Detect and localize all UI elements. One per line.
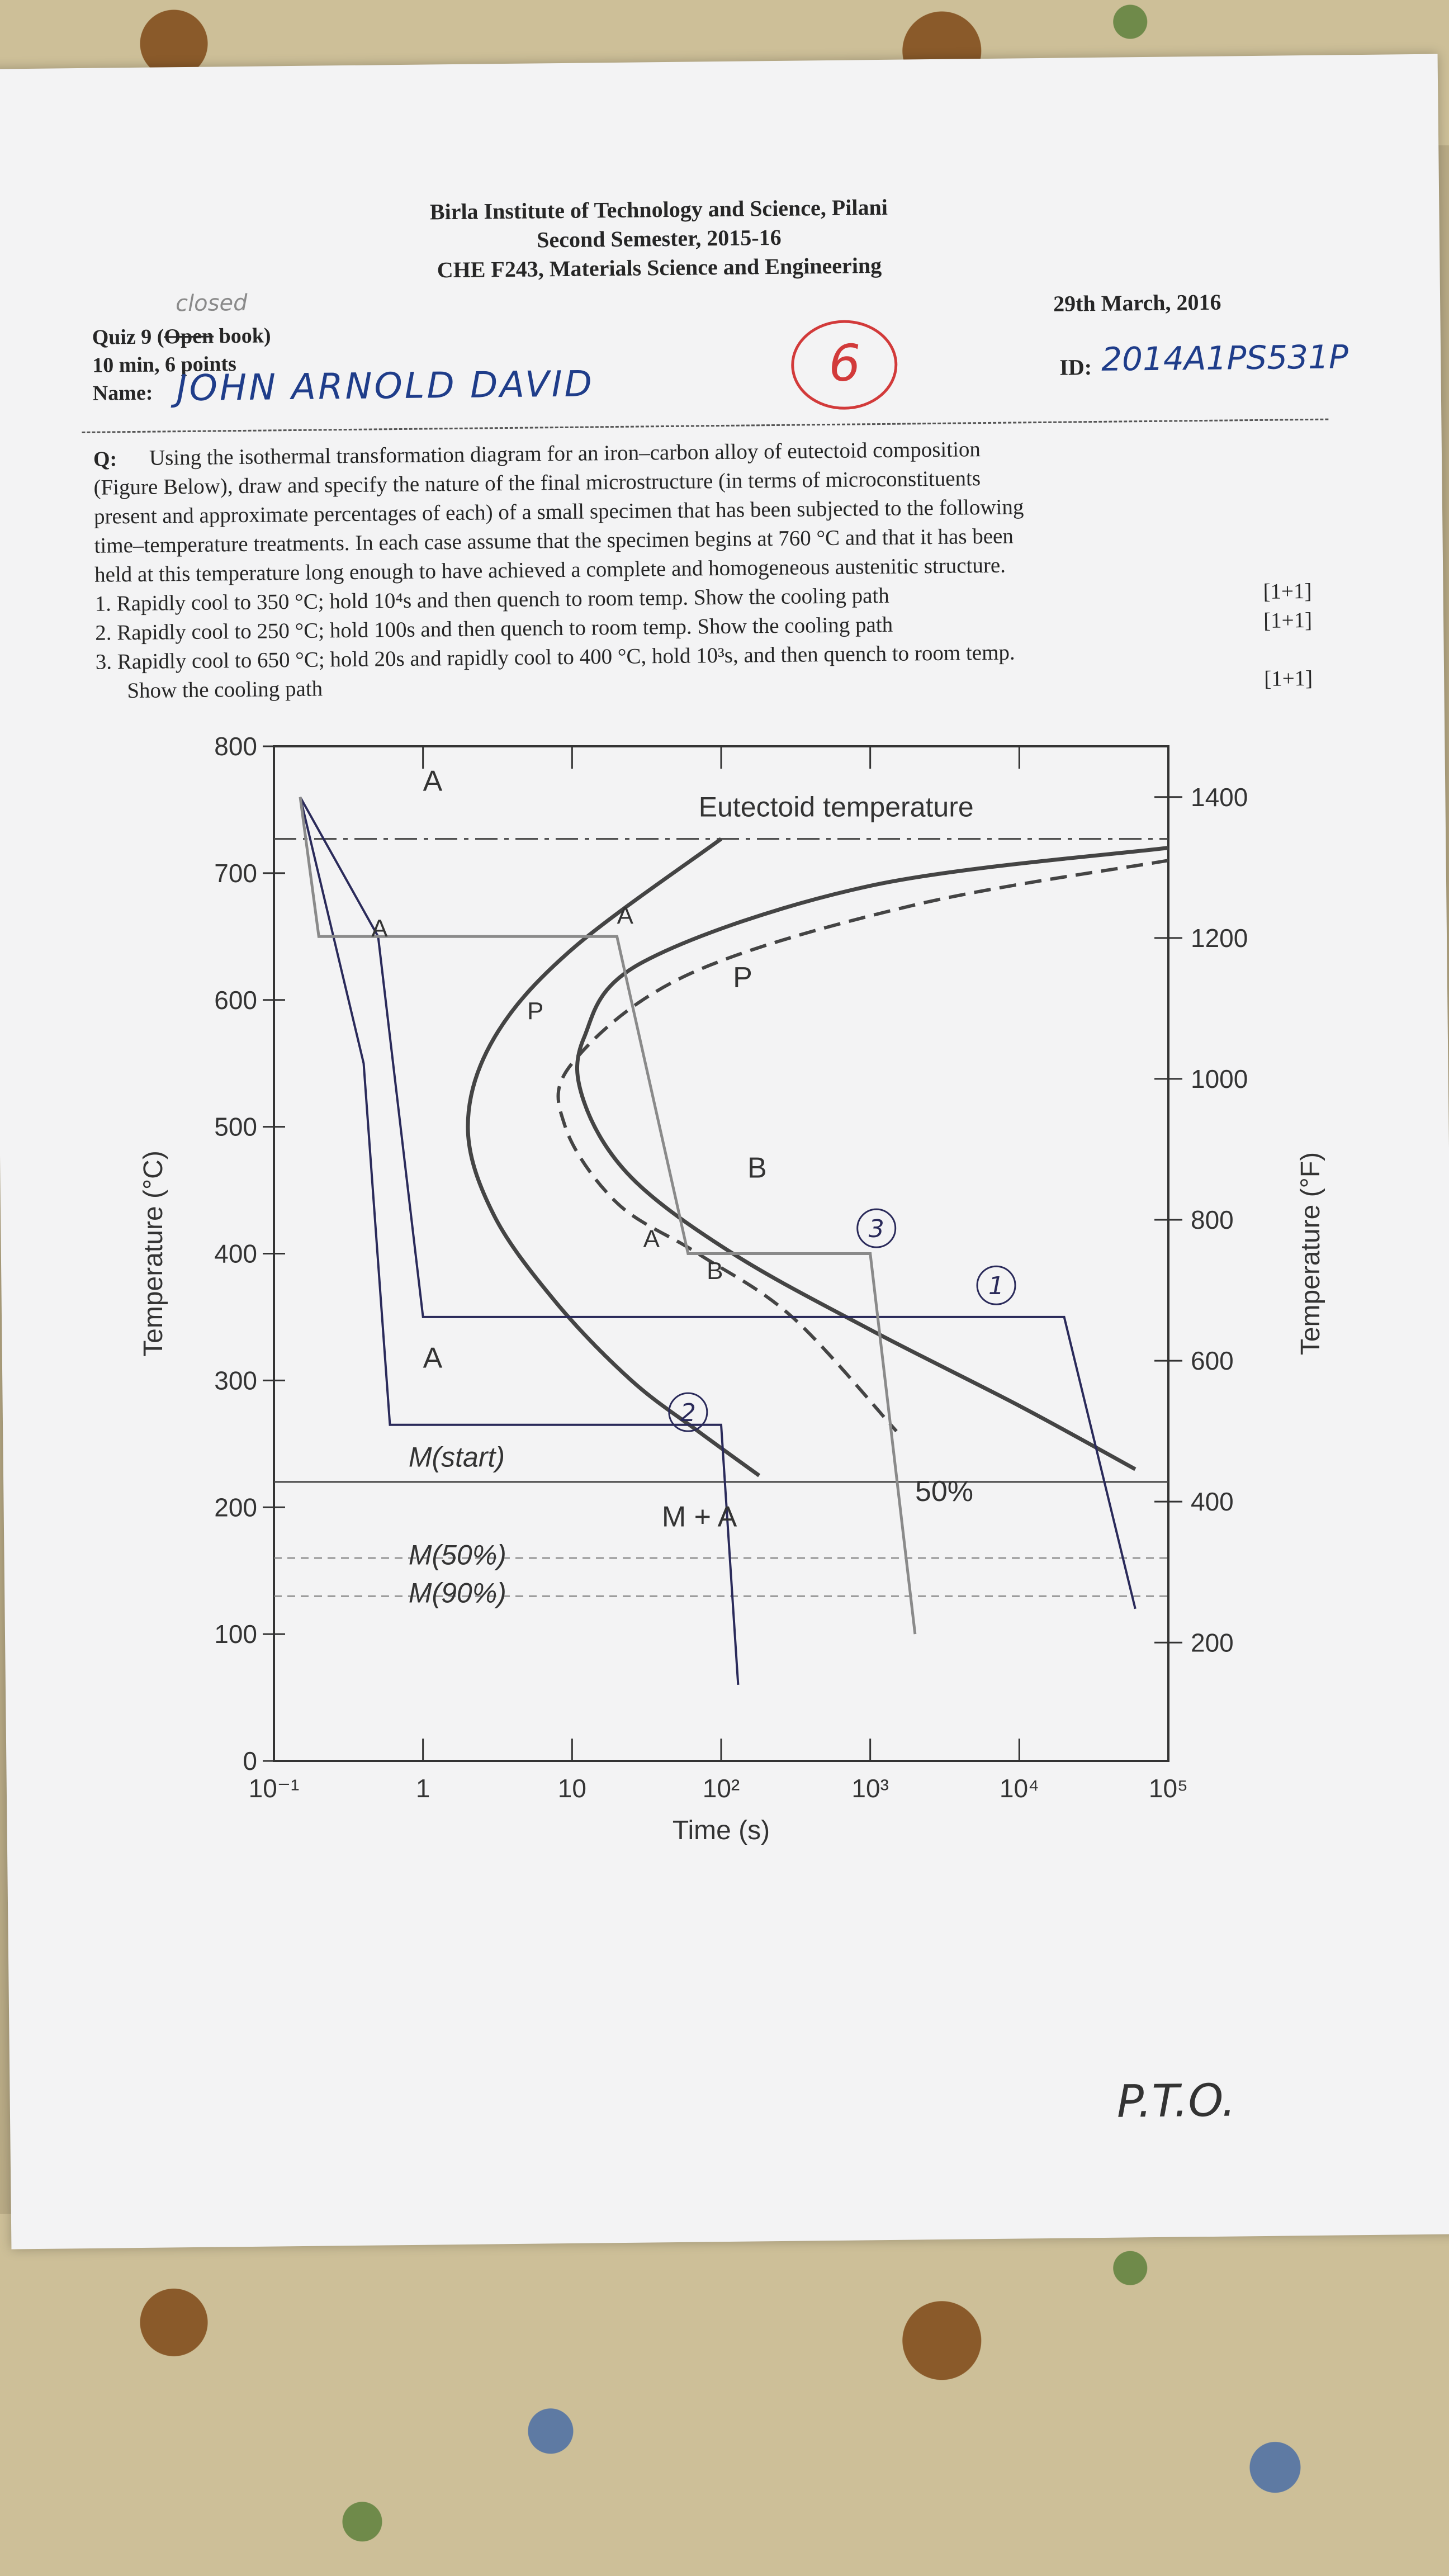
label-path-austenite-3: A — [643, 1225, 660, 1253]
x-tick-label: 10⁵ — [1149, 1774, 1188, 1803]
transformation-start-curve — [466, 837, 761, 1478]
y-tick-label: 400 — [214, 1239, 257, 1268]
label-path-bainite: B — [707, 1257, 723, 1285]
y-tick-label: 100 — [214, 1620, 257, 1649]
x-axis-label: Time (s) — [673, 1816, 770, 1845]
annotation-2-circle — [668, 1392, 708, 1432]
x-tick-label: 1 — [416, 1774, 430, 1803]
eutectoid-label: Eutectoid temperature — [699, 792, 974, 823]
label-fifty-percent: 50% — [915, 1475, 973, 1508]
y-right-tick-label: 1200 — [1191, 924, 1248, 953]
label-path-austenite-2: A — [617, 902, 634, 930]
region-label-martensite-austenite: M + A — [662, 1500, 737, 1533]
y-tick-label: 500 — [214, 1112, 257, 1142]
label-path-austenite: A — [371, 915, 388, 942]
annotation-1-circle — [976, 1265, 1016, 1305]
cooling-path-3 — [299, 797, 917, 1635]
region-label-austenite-low: A — [423, 1342, 443, 1375]
y-right-tick-label: 1400 — [1191, 783, 1248, 812]
y-tick-label: 600 — [214, 986, 257, 1015]
x-tick-label: 10³ — [851, 1774, 888, 1803]
y-tick-label: 700 — [214, 859, 257, 888]
annotation-3: 3 — [869, 1215, 884, 1243]
annotation-3-circle — [856, 1208, 897, 1248]
y-right-tick-label: 200 — [1191, 1628, 1234, 1657]
y-right-tick-label: 800 — [1191, 1205, 1234, 1234]
y-tick-label: 800 — [214, 732, 257, 761]
y-axis-label: Temperature (°C) — [139, 1150, 168, 1357]
region-label-austenite: A — [423, 765, 443, 797]
y-tick-label: 300 — [214, 1366, 257, 1395]
label-martensite-start: M(start) — [409, 1442, 505, 1473]
label-path-pearlite: P — [527, 997, 543, 1025]
x-tick-label: 10² — [703, 1774, 740, 1803]
x-tick-label: 10⁻¹ — [249, 1774, 300, 1803]
cooling-path-2 — [299, 797, 740, 1685]
transformation-finish-curve — [575, 846, 1169, 1471]
annotation-1: 1 — [988, 1272, 1004, 1300]
y-right-tick-label: 400 — [1191, 1487, 1234, 1516]
cooling-path-1 — [299, 796, 1137, 1609]
x-tick-label: 10⁴ — [1000, 1774, 1039, 1803]
y-tick-label: 0 — [243, 1746, 257, 1775]
x-tick-label: 10 — [558, 1774, 586, 1803]
y-axis-right-label: Temperature (°F) — [1296, 1152, 1325, 1355]
annotation-2: 2 — [680, 1399, 696, 1427]
fifty-percent-curve — [556, 859, 1169, 1433]
label-martensite-90: M(90%) — [409, 1577, 506, 1608]
label-martensite-50: M(50%) — [409, 1539, 506, 1570]
y-tick-label: 200 — [214, 1493, 257, 1522]
y-right-tick-label: 600 — [1191, 1346, 1234, 1375]
background-cloth-bottom — [0, 2214, 1449, 2576]
region-label-pearlite: P — [733, 962, 752, 994]
region-label-bainite: B — [747, 1152, 767, 1184]
y-right-tick-label: 1000 — [1191, 1064, 1248, 1093]
